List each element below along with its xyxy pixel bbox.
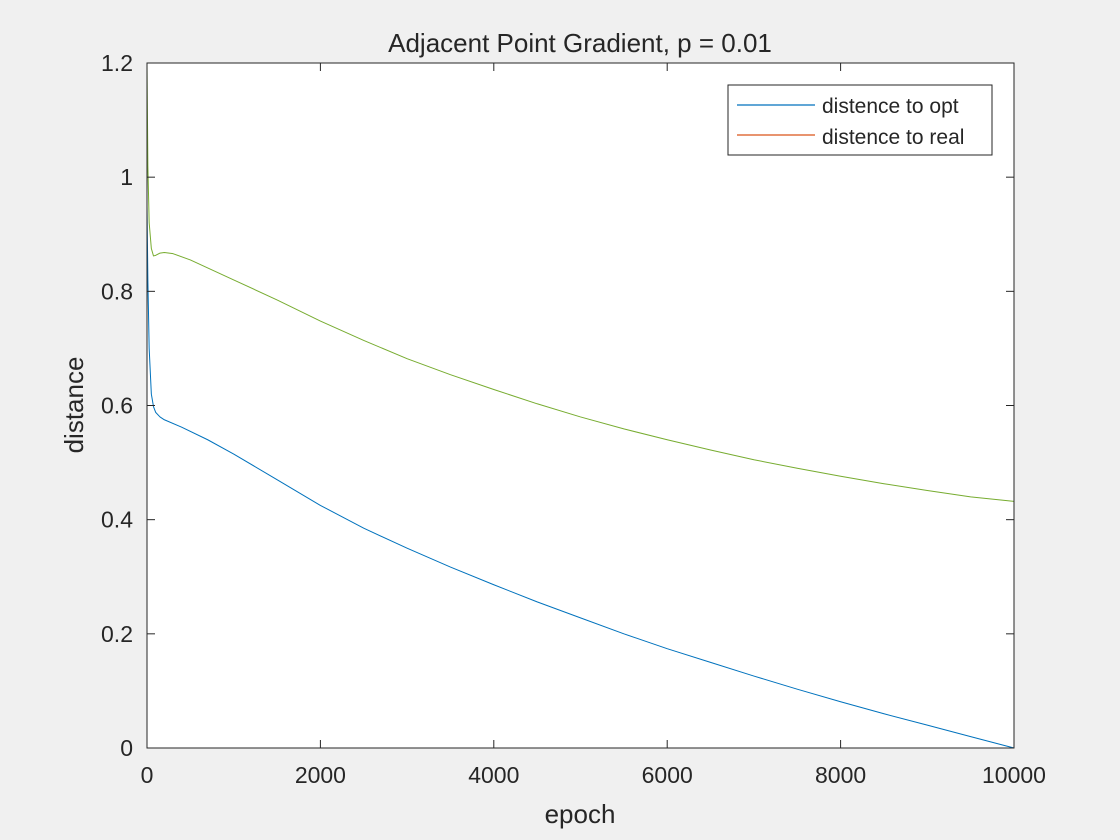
y-tick-label: 1 xyxy=(120,164,133,190)
plot-area xyxy=(147,63,1014,748)
legend-box xyxy=(727,84,993,156)
legend: distence to opt distence to real xyxy=(727,84,993,156)
y-axis-label: distance xyxy=(59,357,89,454)
legend-label-real: distence to real xyxy=(822,126,964,149)
x-tick-label: 2000 xyxy=(295,762,346,788)
y-tick-label: 1.2 xyxy=(101,50,133,76)
series-line-2 xyxy=(146,62,1015,502)
x-tick-label: 6000 xyxy=(642,762,693,788)
x-tick-label: 4000 xyxy=(468,762,519,788)
x-tick-label: 8000 xyxy=(815,762,866,788)
y-tick-label: 0.4 xyxy=(101,507,133,533)
y-tick-label: 0.2 xyxy=(101,621,133,647)
y-ticks: 0 0.2 0.4 0.6 0.8 1 1.2 xyxy=(101,50,1014,761)
x-ticks: 0 2000 4000 6000 8000 10000 xyxy=(141,63,1046,788)
x-axis-label: epoch xyxy=(545,799,616,829)
series-line-0 xyxy=(146,205,1015,749)
chart-title: Adjacent Point Gradient, p = 0.01 xyxy=(388,28,772,58)
y-tick-label: 0.6 xyxy=(101,393,133,419)
legend-label-opt: distence to opt xyxy=(822,95,959,118)
y-tick-label: 0.8 xyxy=(101,278,133,304)
x-tick-label: 10000 xyxy=(982,762,1046,788)
x-tick-label: 0 xyxy=(141,762,154,788)
y-tick-label: 0 xyxy=(120,735,133,761)
